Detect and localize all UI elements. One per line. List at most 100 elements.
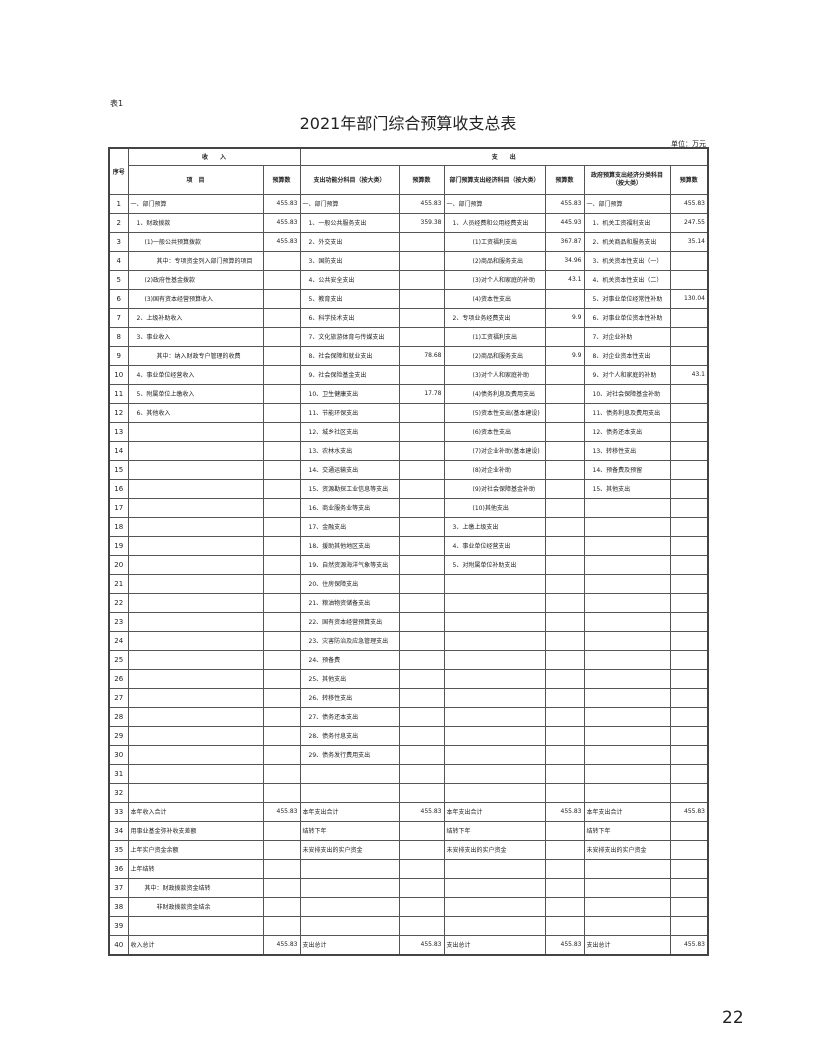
function-item: 一、部门预算 <box>299 193 400 214</box>
header-expense: 支 出 <box>299 147 709 166</box>
gov-economic-item: 未安排支出的实户资金 <box>583 839 671 860</box>
table-row: 12 6、其他收入 11、节能环保支出 (5)资本性支出(基本建设) 11、债务利息及费… <box>108 402 709 423</box>
row-seq: 3 <box>108 231 129 252</box>
income-item <box>127 725 264 746</box>
function-amount <box>398 364 445 385</box>
gov-economic-item: 9、对个人和家庭的补助 <box>583 364 671 385</box>
income-amount <box>262 573 301 594</box>
function-item: 27、债务还本支出 <box>299 706 400 727</box>
table-row: 30 29、债务发行费用支出 <box>108 744 709 765</box>
gov-economic-amount <box>669 383 709 404</box>
income-item: 上年实户资金余额 <box>127 839 264 860</box>
function-amount: 455.83 <box>398 934 445 955</box>
dept-economic-amount: 455.83 <box>544 801 585 822</box>
gov-economic-item <box>583 573 671 594</box>
function-amount <box>398 326 445 347</box>
gov-economic-amount: 247.55 <box>669 212 709 233</box>
function-amount <box>398 440 445 461</box>
row-seq: 23 <box>108 611 129 632</box>
gov-economic-item: 12、债务还本支出 <box>583 421 671 442</box>
function-amount <box>398 915 445 936</box>
dept-economic-amount <box>544 554 585 575</box>
table-row: 17 16、商业服务业等支出 (10)其他支出 <box>108 497 709 518</box>
income-amount <box>262 421 301 442</box>
income-item <box>127 535 264 556</box>
gov-economic-item <box>583 915 671 936</box>
dept-economic-amount <box>544 516 585 537</box>
header-dept-economic-category: 部门预算支出经济科目（按大类） <box>443 164 546 195</box>
dept-economic-amount <box>544 839 585 860</box>
income-item: 非财政拨款资金结余 <box>127 896 264 917</box>
dept-economic-amount <box>544 763 585 784</box>
header-seq: 序号 <box>108 147 129 195</box>
table-row: 7 2、上级补助收入 6、科学技术支出 2、专项业务经费支出 9.9 6、对事业单位资本性… <box>108 307 709 328</box>
dept-economic-item: (7)对企业补助(基本建设) <box>443 440 546 461</box>
dept-economic-item: (10)其他支出 <box>443 497 546 518</box>
dept-economic-item <box>443 915 546 936</box>
function-amount <box>398 288 445 309</box>
function-item: 22、国有资本经营预算支出 <box>299 611 400 632</box>
function-amount <box>398 877 445 898</box>
dept-economic-amount: 367.87 <box>544 231 585 252</box>
function-item: 28、债务付息支出 <box>299 725 400 746</box>
gov-economic-amount <box>669 611 709 632</box>
dept-economic-amount <box>544 858 585 879</box>
gov-economic-item: 7、对企业补助 <box>583 326 671 347</box>
income-amount <box>262 250 301 271</box>
function-item <box>299 877 400 898</box>
dept-economic-item <box>443 573 546 594</box>
dept-economic-amount <box>544 630 585 651</box>
gov-economic-amount <box>669 896 709 917</box>
function-item: 6、科学技术支出 <box>299 307 400 328</box>
income-item <box>127 744 264 765</box>
income-item: 6、其他收入 <box>127 402 264 423</box>
dept-economic-item: (3)对个人和家庭补助 <box>443 364 546 385</box>
function-amount <box>398 402 445 423</box>
row-seq: 37 <box>108 877 129 898</box>
row-seq: 18 <box>108 516 129 537</box>
income-item: 4、事业单位经营收入 <box>127 364 264 385</box>
table-row: 2 1、财政拨款 455.83 1、一般公共服务支出 359.38 1、人员经费和公用经费… <box>108 212 709 233</box>
income-item: (1)一般公共预算拨款 <box>127 231 264 252</box>
income-amount <box>262 478 301 499</box>
dept-economic-item <box>443 896 546 917</box>
table-row: 15 14、交通运输支出 (8)对企业补助 14、预备费及预留 <box>108 459 709 480</box>
function-item: 25、其他支出 <box>299 668 400 689</box>
gov-economic-amount <box>669 459 709 480</box>
function-amount <box>398 459 445 480</box>
function-amount: 78.68 <box>398 345 445 366</box>
dept-economic-amount: 9.9 <box>544 345 585 366</box>
row-seq: 29 <box>108 725 129 746</box>
dept-economic-amount <box>544 820 585 841</box>
function-amount: 455.83 <box>398 193 445 214</box>
dept-economic-item: 3、上缴上级支出 <box>443 516 546 537</box>
income-amount <box>262 383 301 404</box>
gov-economic-item <box>583 725 671 746</box>
function-item: 7、文化旅游体育与传媒支出 <box>299 326 400 347</box>
header-amount: 预算数 <box>262 164 301 195</box>
function-item: 12、城乡社区支出 <box>299 421 400 442</box>
table-row: 8 3、事业收入 7、文化旅游体育与传媒支出 (1)工资福利支出 7、对企业补助 <box>108 326 709 347</box>
function-item: 13、农林水支出 <box>299 440 400 461</box>
income-amount <box>262 877 301 898</box>
function-item: 26、转移性支出 <box>299 687 400 708</box>
dept-economic-amount: 34.96 <box>544 250 585 271</box>
row-seq: 35 <box>108 839 129 860</box>
gov-economic-item <box>583 516 671 537</box>
dept-economic-item: 支出总计 <box>443 934 546 955</box>
income-item <box>127 440 264 461</box>
dept-economic-item <box>443 763 546 784</box>
function-amount <box>398 744 445 765</box>
gov-economic-item <box>583 858 671 879</box>
header-amount: 预算数 <box>669 164 709 195</box>
income-amount <box>262 554 301 575</box>
dept-economic-amount: 43.1 <box>544 269 585 290</box>
function-item: 15、资源勘探工业信息等支出 <box>299 478 400 499</box>
function-item: 1、一般公共服务支出 <box>299 212 400 233</box>
gov-economic-item: 10、对社会保障基金补助 <box>583 383 671 404</box>
function-item <box>299 858 400 879</box>
function-amount <box>398 763 445 784</box>
dept-economic-amount <box>544 288 585 309</box>
income-item: 5、附属单位上缴收入 <box>127 383 264 404</box>
row-seq: 4 <box>108 250 129 271</box>
